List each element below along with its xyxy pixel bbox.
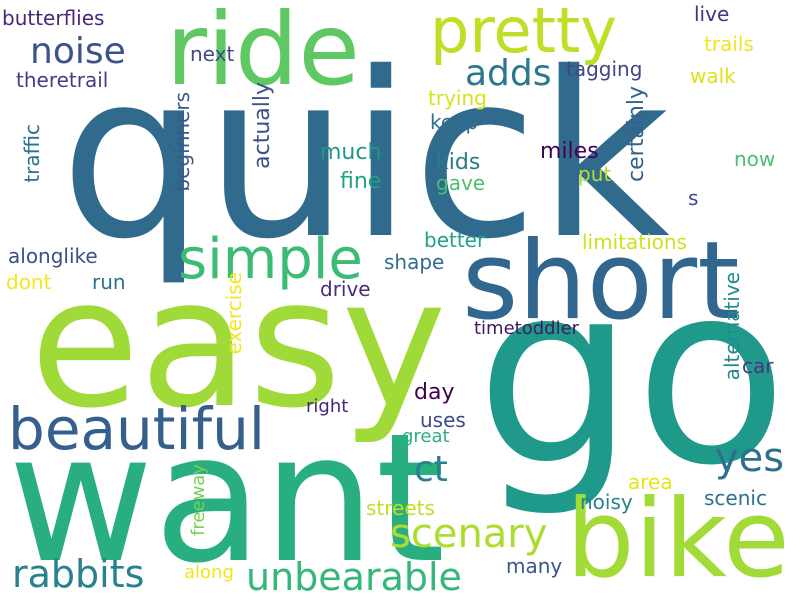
word-beginners: beginners <box>170 92 194 192</box>
word-theretrail: theretrail <box>16 68 109 92</box>
word-ct: ct <box>414 449 448 490</box>
word-quick: quick <box>60 23 670 289</box>
word-trying: trying <box>428 86 487 110</box>
word-area: area <box>628 470 673 494</box>
word-streets: streets <box>366 496 435 520</box>
word-traffic: traffic <box>20 124 44 183</box>
word-trails: trails <box>704 32 754 56</box>
word-now: now <box>734 147 776 171</box>
word-adds: adds <box>465 53 552 94</box>
word-along: along <box>184 562 234 583</box>
word-ride: ride <box>166 0 360 108</box>
word-right: right <box>306 396 349 417</box>
word-fine: fine <box>340 169 382 194</box>
word-tagging: tagging <box>566 57 643 81</box>
word-run: run <box>92 270 126 294</box>
word-easy: easy <box>30 240 447 447</box>
word-rabbits: rabbits <box>12 552 145 596</box>
word-shape: shape <box>384 250 445 274</box>
word-dont: dont <box>6 270 52 294</box>
word-alonglike: alonglike <box>8 244 98 268</box>
word-much: much <box>320 140 382 165</box>
word-keep: keep <box>430 110 479 134</box>
word-scenic: scenic <box>704 486 767 510</box>
word-better: better <box>424 228 486 252</box>
word-exercise: exercise <box>222 272 246 355</box>
word-scenary: scenary <box>390 511 548 557</box>
word-drive: drive <box>320 277 371 301</box>
word-short: short <box>462 219 740 344</box>
word-yes: yes <box>715 435 785 481</box>
word-car: car <box>742 354 774 378</box>
word-butterflies: butterflies <box>2 6 105 30</box>
word-great: great <box>402 426 450 447</box>
word-bike: bike <box>566 477 790 600</box>
word-freeway: freeway <box>188 464 209 536</box>
word-next: next <box>190 42 235 66</box>
word-day: day <box>414 380 455 405</box>
word-put: put <box>578 162 612 186</box>
word-beautiful: beautiful <box>8 395 265 463</box>
word-certainly: certainly <box>624 86 649 182</box>
word-noise: noise <box>30 31 126 72</box>
word-kids: kids <box>436 150 481 175</box>
word-timetoddler: timetoddler <box>474 318 580 339</box>
word-noisy: noisy <box>580 490 633 514</box>
word-unbearable: unbearable <box>246 555 462 599</box>
word-live: live <box>694 2 730 26</box>
word-limitations: limitations <box>582 230 687 254</box>
word-go: go <box>476 229 788 520</box>
word-s: s <box>688 186 699 210</box>
word-want: want <box>8 395 446 600</box>
word-simple: simple <box>178 227 363 292</box>
word-pretty: pretty <box>430 0 617 67</box>
word-actually: actually <box>250 82 275 169</box>
word-walk: walk <box>690 64 736 88</box>
word-gave: gave <box>436 171 486 195</box>
word-miles: miles <box>540 139 599 164</box>
word-many: many <box>506 554 563 578</box>
word-alternative: alternative <box>720 272 744 381</box>
word-uses: uses <box>420 408 466 432</box>
